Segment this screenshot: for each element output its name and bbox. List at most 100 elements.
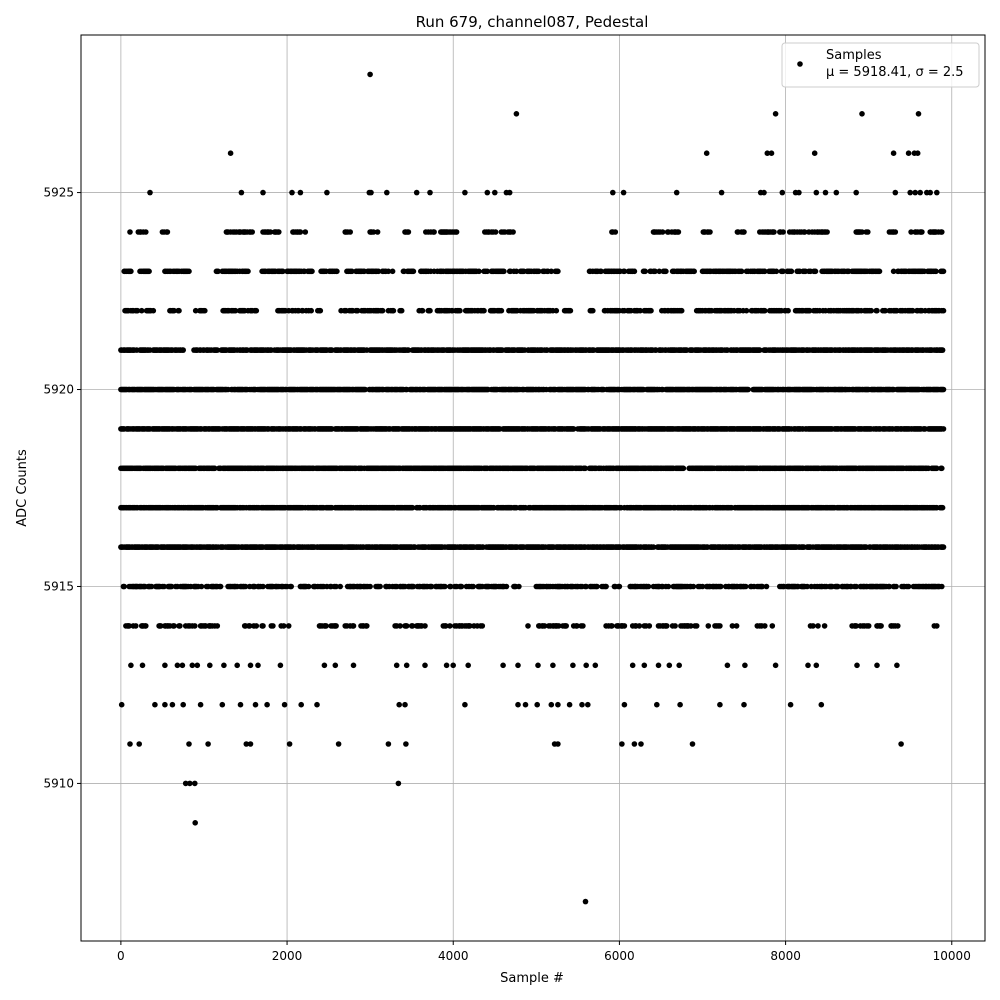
data-point [513, 111, 520, 117]
data-point [907, 189, 913, 196]
data-point [729, 623, 736, 629]
data-point [409, 623, 416, 629]
data-point [192, 820, 198, 826]
data-point [384, 189, 390, 196]
data-point [603, 583, 609, 590]
data-point [741, 701, 747, 708]
data-point [410, 583, 417, 590]
data-point [818, 701, 825, 708]
data-point [654, 701, 660, 708]
data-point [298, 701, 305, 708]
data-point [247, 741, 254, 747]
data-point [594, 583, 600, 590]
data-point [219, 701, 226, 708]
data-point [905, 150, 912, 156]
data-point [525, 623, 531, 629]
data-point [815, 623, 821, 629]
data-point [570, 662, 576, 669]
data-point [128, 662, 134, 669]
data-point [616, 583, 623, 590]
data-point [580, 623, 586, 629]
data-point [811, 150, 818, 156]
data-point [139, 662, 146, 669]
data-point [297, 189, 304, 196]
data-point [492, 189, 498, 196]
data-point [180, 347, 186, 353]
data-point [874, 662, 880, 669]
data-point [556, 623, 562, 629]
data-point [288, 583, 295, 590]
data-point [934, 623, 940, 629]
data-point [768, 150, 775, 156]
data-point [324, 189, 330, 196]
data-point [402, 701, 408, 708]
data-point [764, 150, 771, 156]
data-point [422, 662, 428, 669]
data-point [898, 741, 904, 747]
data-point [238, 189, 245, 196]
data-point [516, 583, 522, 590]
data-point [162, 662, 168, 669]
data-point [859, 111, 865, 117]
data-point [914, 150, 921, 156]
data-point [890, 150, 897, 156]
data-point [620, 189, 627, 196]
data-point [285, 623, 292, 629]
data-point [853, 583, 859, 590]
data-point [121, 583, 127, 590]
data-point [198, 583, 205, 590]
data-point [717, 623, 723, 629]
data-point [676, 662, 682, 669]
data-point [550, 662, 556, 669]
data-point [761, 189, 767, 196]
data-point [286, 741, 293, 747]
data-point [253, 623, 260, 629]
data-point [655, 662, 662, 669]
data-point [364, 623, 370, 629]
data-point [470, 583, 477, 590]
data-point [443, 662, 450, 669]
data-point [810, 623, 816, 629]
data-point [171, 623, 177, 629]
data-point [805, 662, 811, 669]
data-point [515, 701, 521, 708]
data-point [650, 544, 657, 550]
data-point [189, 662, 196, 669]
data-point [865, 623, 872, 629]
data-point [563, 623, 569, 629]
data-point [192, 780, 198, 787]
data-point [693, 623, 700, 629]
data-point [673, 189, 680, 196]
data-point [610, 189, 616, 196]
data-point [187, 780, 193, 787]
data-point [260, 623, 266, 629]
data-point [143, 623, 149, 629]
data-point [934, 189, 940, 196]
data-point [161, 583, 167, 590]
data-point [126, 623, 132, 629]
data-point [555, 701, 561, 708]
data-point [332, 662, 339, 669]
data-point [769, 623, 776, 629]
data-point [927, 189, 933, 196]
data-point [127, 741, 133, 747]
data-point [409, 504, 416, 511]
data-point [566, 701, 573, 708]
data-point [247, 662, 254, 669]
data-point [447, 623, 453, 629]
data-point [886, 583, 893, 590]
data-point [403, 741, 409, 747]
data-point [133, 623, 139, 629]
data-point [772, 662, 779, 669]
data-point [672, 623, 678, 629]
data-point [179, 662, 186, 669]
data-point [174, 662, 181, 669]
data-point [688, 623, 694, 629]
data-point [631, 741, 638, 747]
data-point [465, 662, 472, 669]
data-point [742, 662, 748, 669]
data-point [367, 71, 373, 78]
data-point [368, 189, 374, 196]
